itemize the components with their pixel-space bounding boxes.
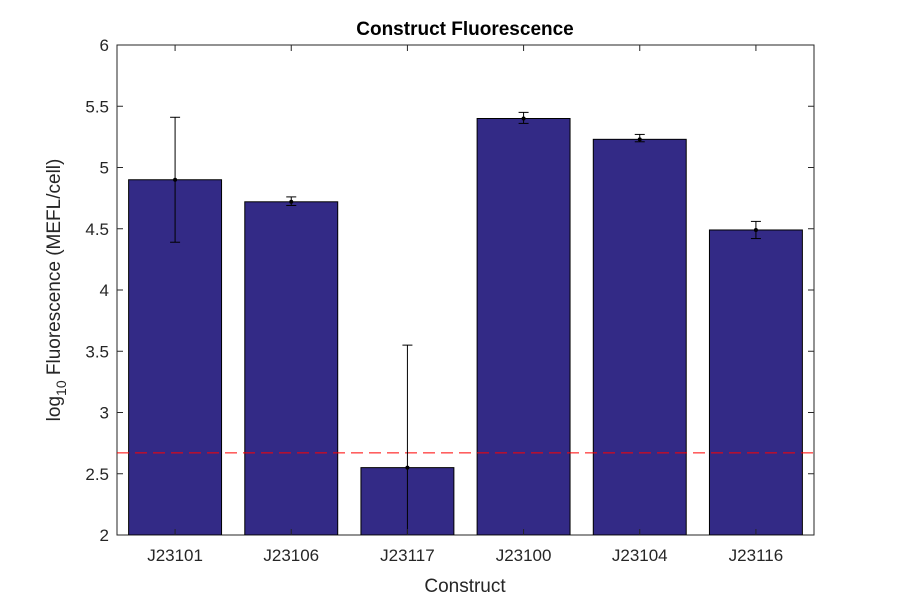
y-axis-title: log10 Fluorescence (MEFL/cell) bbox=[44, 159, 69, 422]
y-tick-label: 6 bbox=[100, 36, 109, 55]
x-tick-label: J23104 bbox=[612, 546, 668, 565]
y-tick-label: 4 bbox=[100, 281, 109, 300]
data-point bbox=[637, 137, 642, 142]
data-point bbox=[289, 199, 294, 204]
bars-group bbox=[117, 111, 814, 535]
x-axis-title: Construct bbox=[424, 576, 506, 597]
y-tick-label: 3 bbox=[100, 404, 109, 423]
y-tick-label: 5 bbox=[100, 159, 109, 178]
data-point bbox=[521, 116, 526, 121]
x-tick-label: J23116 bbox=[729, 546, 784, 565]
data-point bbox=[173, 177, 178, 182]
data-point bbox=[405, 465, 410, 470]
x-tick-label: J23101 bbox=[147, 546, 203, 565]
y-tick-label: 5.5 bbox=[85, 97, 109, 116]
x-tick-label: J23117 bbox=[380, 546, 435, 565]
plot-area: 2 2.5 3 3.5 4 4.5 5 5.5 6 J23101 J23106 J23117 J2310… bbox=[85, 36, 815, 565]
y-axis-title-prefix: log bbox=[44, 396, 65, 421]
y-tick-label: 3.5 bbox=[85, 342, 109, 361]
x-tick-label: J23106 bbox=[263, 546, 319, 565]
y-tick-label: 2.5 bbox=[85, 465, 109, 484]
x-tick-label: J23100 bbox=[496, 546, 552, 565]
bar bbox=[476, 118, 571, 535]
y-tick-label: 4.5 bbox=[85, 220, 109, 239]
chart-title: Construct Fluorescence bbox=[356, 19, 574, 40]
y-tick-label: 2 bbox=[100, 526, 109, 545]
bar bbox=[708, 229, 803, 535]
y-axis-title-suffix: Fluorescence (MEFL/cell) bbox=[44, 159, 65, 381]
y-axis-title-subscript: 10 bbox=[53, 380, 69, 396]
bar bbox=[592, 138, 687, 535]
bar bbox=[244, 201, 339, 535]
data-point bbox=[753, 227, 758, 232]
